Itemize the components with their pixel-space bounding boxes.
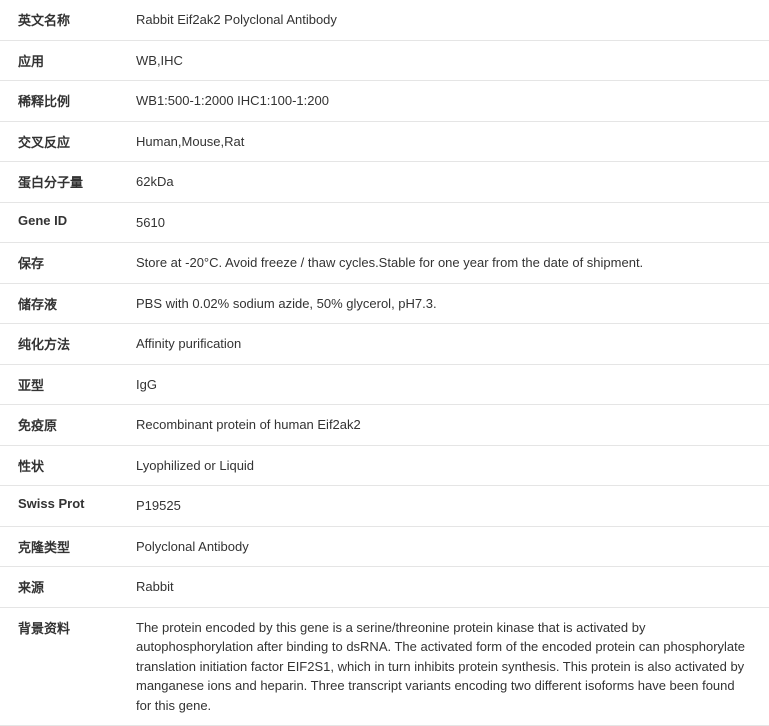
- row-value: 62kDa: [130, 162, 769, 203]
- table-row: 亚型 IgG: [0, 364, 769, 405]
- table-row: 性状 Lyophilized or Liquid: [0, 445, 769, 486]
- table-row: 储存液 PBS with 0.02% sodium azide, 50% gly…: [0, 283, 769, 324]
- table-row: 背景资料 The protein encoded by this gene is…: [0, 607, 769, 726]
- table-row: 蛋白分子量 62kDa: [0, 162, 769, 203]
- row-label: Swiss Prot: [0, 486, 130, 527]
- table-row: Swiss Prot P19525: [0, 486, 769, 527]
- row-label: 性状: [0, 445, 130, 486]
- table-row: 应用 WB,IHC: [0, 40, 769, 81]
- row-value: Recombinant protein of human Eif2ak2: [130, 405, 769, 446]
- row-label: 克隆类型: [0, 526, 130, 567]
- table-row: 英文名称 Rabbit Eif2ak2 Polyclonal Antibody: [0, 0, 769, 40]
- row-label: 来源: [0, 567, 130, 608]
- row-value: P19525: [130, 486, 769, 527]
- table-row: 保存 Store at -20°C. Avoid freeze / thaw c…: [0, 243, 769, 284]
- row-value: IgG: [130, 364, 769, 405]
- table-row: 纯化方法 Affinity purification: [0, 324, 769, 365]
- row-value: 5610: [130, 202, 769, 243]
- row-label: 纯化方法: [0, 324, 130, 365]
- row-value: Polyclonal Antibody: [130, 526, 769, 567]
- row-value: Lyophilized or Liquid: [130, 445, 769, 486]
- row-value: PBS with 0.02% sodium azide, 50% glycero…: [130, 283, 769, 324]
- table-row: 克隆类型 Polyclonal Antibody: [0, 526, 769, 567]
- table-row: 来源 Rabbit: [0, 567, 769, 608]
- table-row: 稀释比例 WB1:500-1:2000 IHC1:100-1:200: [0, 81, 769, 122]
- table-row: 交叉反应 Human,Mouse,Rat: [0, 121, 769, 162]
- row-label: 应用: [0, 40, 130, 81]
- row-label: Gene ID: [0, 202, 130, 243]
- row-value: Human,Mouse,Rat: [130, 121, 769, 162]
- table-row: 免疫原 Recombinant protein of human Eif2ak2: [0, 405, 769, 446]
- row-label: 背景资料: [0, 607, 130, 726]
- row-label: 交叉反应: [0, 121, 130, 162]
- table-row: Gene ID 5610: [0, 202, 769, 243]
- row-label: 亚型: [0, 364, 130, 405]
- row-value: Store at -20°C. Avoid freeze / thaw cycl…: [130, 243, 769, 284]
- row-value: Rabbit: [130, 567, 769, 608]
- row-value: Affinity purification: [130, 324, 769, 365]
- row-label: 稀释比例: [0, 81, 130, 122]
- spec-table-body: 英文名称 Rabbit Eif2ak2 Polyclonal Antibody …: [0, 0, 769, 726]
- row-value: Rabbit Eif2ak2 Polyclonal Antibody: [130, 0, 769, 40]
- row-value: WB1:500-1:2000 IHC1:100-1:200: [130, 81, 769, 122]
- row-value: WB,IHC: [130, 40, 769, 81]
- row-label: 蛋白分子量: [0, 162, 130, 203]
- row-label: 保存: [0, 243, 130, 284]
- spec-table: 英文名称 Rabbit Eif2ak2 Polyclonal Antibody …: [0, 0, 769, 726]
- row-label: 免疫原: [0, 405, 130, 446]
- row-label: 储存液: [0, 283, 130, 324]
- row-value: The protein encoded by this gene is a se…: [130, 607, 769, 726]
- row-label: 英文名称: [0, 0, 130, 40]
